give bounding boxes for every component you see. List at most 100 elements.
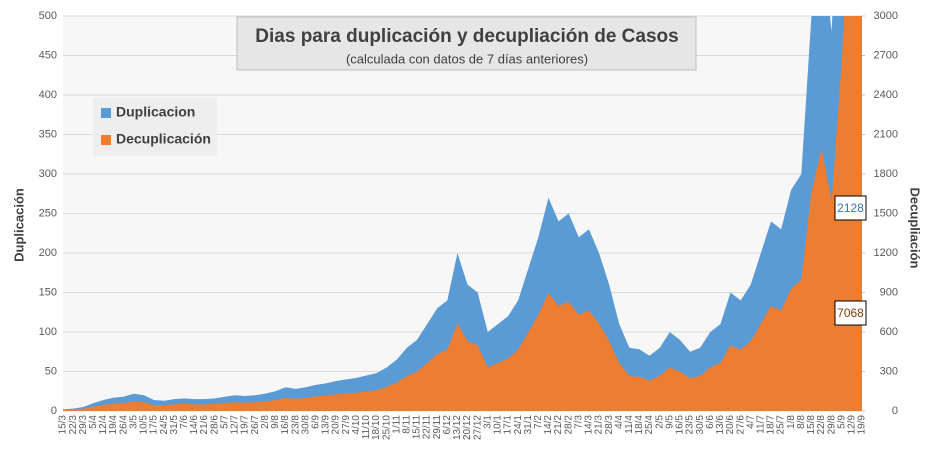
x-tick-label: 19/9: [857, 415, 868, 435]
x-tick-label: 14/2: [543, 415, 554, 435]
labels: 0 50 100 150 200 250 300 350 400 450 500 0 300 600 900…: [39, 10, 898, 440]
x-tick-label: 3/5: [128, 415, 139, 429]
y2-tick-label: 300: [880, 365, 898, 377]
value-label-box: [834, 300, 867, 326]
areas: [63, 16, 862, 411]
x-tick-label: 15/3: [58, 415, 69, 435]
x-tick-label: 27/9: [341, 415, 352, 435]
x-tick-label: 4/10: [351, 415, 362, 435]
x-tick-label: 17/5: [149, 415, 160, 435]
x-tick-label: 18/7: [766, 415, 777, 435]
x-tick-label: 17/1: [503, 415, 514, 435]
x-tick-label: 26/4: [118, 415, 129, 435]
x-tick-label: 13/12: [452, 415, 463, 440]
x-tick-label: 25/4: [644, 415, 655, 435]
area: [63, 16, 862, 411]
x-tick-label: 15/11: [412, 415, 423, 440]
x-tick-label: 15/8: [806, 415, 817, 435]
y2-tick-label: 1500: [874, 207, 898, 219]
x-tick-label: 5/4: [88, 415, 99, 429]
x-tick-label: 9/5: [664, 415, 675, 429]
y2-tick-label: 2100: [874, 128, 898, 140]
y-tick-label: 100: [39, 326, 57, 338]
x-tick-label: 6/6: [705, 415, 716, 429]
x-tick-label: 12/9: [847, 415, 858, 435]
x-tick-label: 28/2: [563, 415, 574, 435]
x-tick-label: 13/9: [321, 415, 332, 435]
y-tick-label: 200: [39, 247, 57, 259]
x-tick-label: 6/9: [310, 415, 321, 429]
x-tick-label: 23/5: [685, 415, 696, 435]
x-tick-label: 18/10: [371, 415, 382, 440]
y2-tick-label: 0: [892, 405, 898, 417]
x-tick-label: 29/3: [78, 415, 89, 435]
x-tick-label: 27/12: [472, 415, 483, 440]
x-tick-label: 11/4: [624, 415, 635, 434]
y-tick-label: 450: [39, 49, 57, 61]
x-tick-label: 10/5: [139, 415, 150, 435]
x-tick-label: 29/11: [432, 415, 443, 440]
x-tick-label: 23/8: [290, 415, 301, 435]
title-box: [236, 16, 697, 71]
x-tick-label: 20/6: [725, 415, 736, 435]
x-tick-label: 31/1: [523, 415, 534, 435]
x-tick-label: 22/11: [422, 415, 433, 440]
y-tick-label: 50: [45, 365, 57, 377]
x-tick-label: 5/9: [836, 415, 847, 429]
y-tick-label: 150: [39, 286, 57, 298]
x-tick-label: 27/6: [735, 415, 746, 435]
x-tick-label: 29/8: [826, 415, 837, 435]
x-tick-label: 25/7: [776, 415, 787, 435]
y-tick-label: 350: [39, 128, 57, 140]
value-label: 7068: [837, 306, 864, 320]
x-tick-label: 20/12: [462, 415, 473, 440]
x-tick-label: 21/3: [594, 415, 605, 435]
y-axis-title: Duplicación: [11, 188, 26, 262]
y2-tick-label: 1200: [874, 247, 898, 259]
legend-box: [93, 98, 217, 156]
y-tick-label: 0: [51, 405, 57, 417]
x-tick-label: 18/4: [634, 415, 645, 435]
x-tick-label: 30/5: [695, 415, 706, 435]
x-tick-label: 16/5: [675, 415, 686, 435]
x-tick-label: 20/9: [331, 415, 342, 435]
x-tick-label: 1/8: [786, 415, 797, 429]
value-label-box: [834, 195, 867, 221]
y-tick-label: 300: [39, 168, 57, 180]
legend-label: Decuplicación: [116, 131, 211, 147]
x-tick-label: 30/8: [300, 415, 311, 435]
x-tick-label: 19/7: [240, 415, 251, 435]
x-tick-label: 21/6: [199, 415, 210, 435]
x-tick-label: 12/7: [230, 415, 241, 435]
x-tick-label: 2/8: [260, 415, 271, 429]
y2-axis-title: Decupliación: [908, 188, 923, 269]
x-tick-label: 22/3: [68, 415, 79, 435]
x-tick-label: 1/11: [391, 415, 402, 434]
value-label: 2128: [837, 201, 864, 215]
x-tick-label: 25/10: [381, 415, 392, 440]
x-tick-label: 6/12: [442, 415, 453, 435]
x-tick-label: 16/8: [280, 415, 291, 435]
x-tick-label: 31/5: [169, 415, 180, 435]
x-tick-label: 13/6: [715, 415, 726, 435]
y-tick-label: 500: [39, 10, 57, 22]
x-tick-label: 19/4: [108, 415, 119, 435]
x-tick-label: 22/8: [816, 415, 827, 435]
x-tick-label: 10/1: [493, 415, 504, 435]
x-tick-label: 28/6: [209, 415, 220, 435]
x-tick-label: 7/3: [573, 415, 584, 429]
legend-swatch: [101, 135, 111, 145]
x-tick-label: 24/1: [513, 415, 524, 435]
x-tick-label: 24/5: [159, 415, 170, 435]
x-tick-label: 12/4: [98, 415, 109, 435]
x-tick-label: 11/7: [756, 415, 767, 434]
y2-tick-label: 900: [880, 286, 898, 298]
x-tick-label: 7/6: [179, 415, 190, 429]
x-tick-label: 4/4: [614, 415, 625, 429]
x-tick-label: 9/8: [270, 415, 281, 429]
chart-subtitle: (calculada con datos de 7 días anteriore…: [346, 51, 588, 66]
x-tick-label: 14/3: [584, 415, 595, 435]
x-tick-label: 8/11: [402, 415, 413, 434]
x-tick-label: 5/7: [219, 415, 230, 429]
